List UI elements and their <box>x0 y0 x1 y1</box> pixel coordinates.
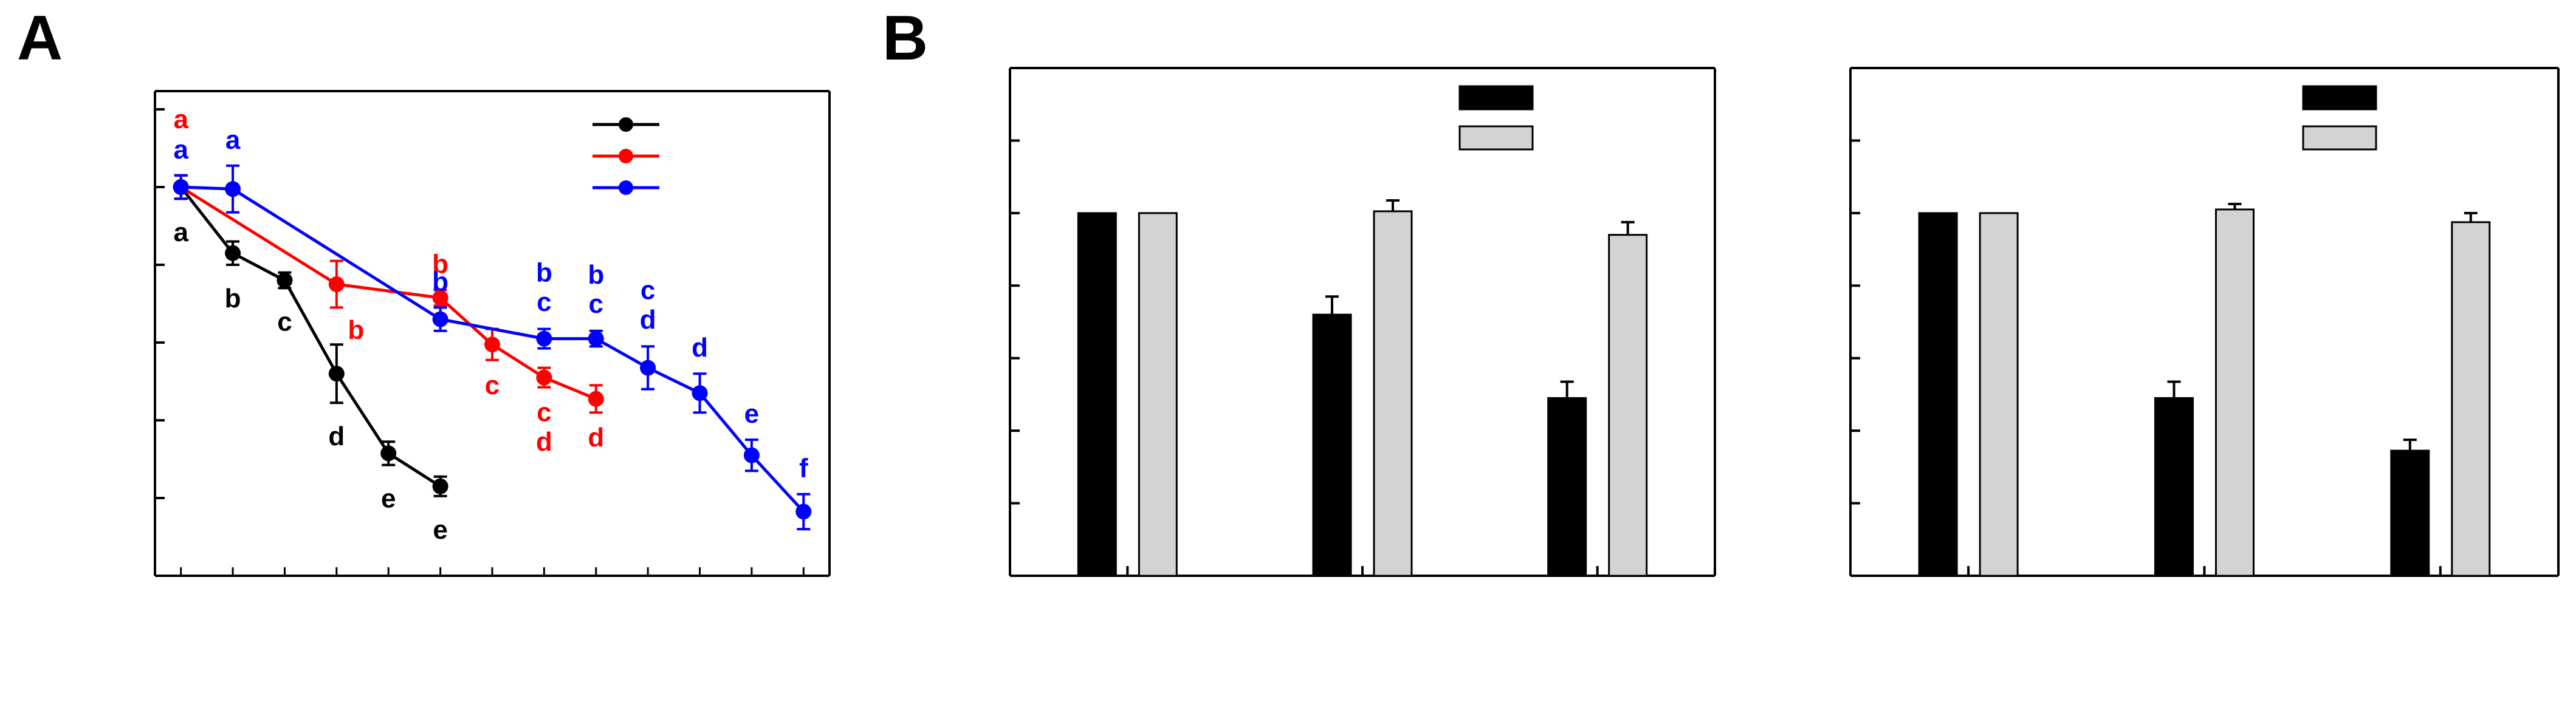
significance-letter: b <box>432 250 448 279</box>
significance-letter: c <box>485 370 500 400</box>
data-point <box>432 290 448 306</box>
significance-letter: c <box>277 307 292 336</box>
bar-nac-cpc <box>2451 221 2491 577</box>
panel-letter-b: B <box>882 3 928 73</box>
significance-letter: e <box>381 484 396 514</box>
significance-letter: d <box>692 333 708 363</box>
data-point <box>743 447 760 463</box>
bar-nac-cpc <box>1373 210 1413 577</box>
legend-swatch <box>2302 85 2377 111</box>
significance-letter: e <box>744 399 759 429</box>
legend-swatch <box>1458 85 1534 111</box>
legend-marker <box>619 149 633 163</box>
legend-swatch <box>1458 125 1534 151</box>
data-point <box>795 503 812 520</box>
data-point <box>328 366 345 382</box>
significance-letter: a <box>225 125 241 155</box>
legend-marker <box>619 117 633 132</box>
bar-cpc <box>2154 397 2194 577</box>
bar-chart-skov3 <box>1009 67 1716 577</box>
significance-letter: b <box>432 267 448 296</box>
bar-chart-tov21g <box>1849 67 2560 577</box>
bar-nac-cpc <box>1608 234 1648 577</box>
data-point <box>225 245 241 261</box>
bar-cpc <box>2390 449 2430 577</box>
bar-nac-cpc <box>2215 208 2255 577</box>
legend-marker <box>619 180 633 195</box>
data-point <box>173 179 189 195</box>
data-point <box>640 360 656 376</box>
series-line-skov3 <box>180 185 597 401</box>
data-point <box>692 385 708 401</box>
bar-cpc <box>1077 212 1117 577</box>
data-point <box>536 369 552 386</box>
panel-letter-a: A <box>17 3 63 73</box>
significance-letter: d <box>328 422 345 451</box>
bar-cpc <box>1918 212 1958 577</box>
data-point <box>432 311 448 327</box>
data-point <box>276 272 293 288</box>
data-point <box>225 181 241 197</box>
significance-letter: f <box>799 454 808 483</box>
significance-letter: b <box>225 284 241 313</box>
legend-swatch <box>2302 125 2377 151</box>
series-tov-21g: a b c d e e <box>173 174 448 545</box>
significance-letter: e <box>433 515 447 545</box>
significance-letter: d <box>588 423 604 452</box>
data-point <box>380 445 397 462</box>
data-point <box>328 276 345 292</box>
bar-nac-cpc <box>1979 212 2019 577</box>
bar-nac-cpc <box>1138 212 1178 577</box>
data-point <box>588 330 604 347</box>
data-point <box>536 330 552 347</box>
data-point <box>484 336 500 353</box>
significance-letter: b <box>348 315 364 345</box>
data-point <box>588 391 604 407</box>
significance-letter: a <box>173 217 188 247</box>
bar-cpc <box>1312 313 1352 577</box>
significance-letter: a <box>173 104 188 134</box>
bar-cpc <box>1547 397 1587 577</box>
series-line-tov-21g <box>179 186 441 488</box>
data-point <box>432 478 448 494</box>
significance-letter: a <box>173 135 188 165</box>
